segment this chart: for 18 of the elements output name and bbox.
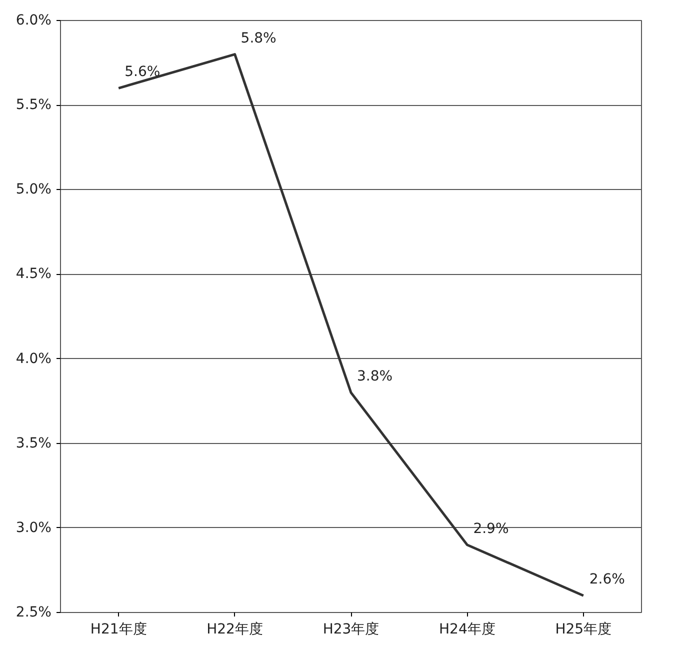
x-tick-label: H23年度 xyxy=(322,622,380,638)
data-label: 2.6% xyxy=(589,572,625,588)
data-label: 5.6% xyxy=(124,64,160,80)
y-tick-label: 3.0% xyxy=(16,520,52,536)
data-label: 3.8% xyxy=(357,368,393,385)
line-series xyxy=(117,53,585,597)
y-tick-label: 5.5% xyxy=(16,97,52,114)
y-tick-label: 2.5% xyxy=(16,604,52,620)
y-tick-label: 4.5% xyxy=(16,266,52,282)
x-tick-label: H24年度 xyxy=(439,622,496,638)
y-tick-label: 5.0% xyxy=(16,182,52,198)
x-tick-label: H25年度 xyxy=(555,622,612,638)
y-tick-label: 3.5% xyxy=(16,435,52,452)
y-tick-label: 4.0% xyxy=(16,350,52,367)
x-tick-label: H22年度 xyxy=(206,622,263,638)
y-tick-label: 6.0% xyxy=(16,12,52,28)
x-tick-label: H21年度 xyxy=(90,622,147,638)
data-label: 5.8% xyxy=(240,30,276,46)
